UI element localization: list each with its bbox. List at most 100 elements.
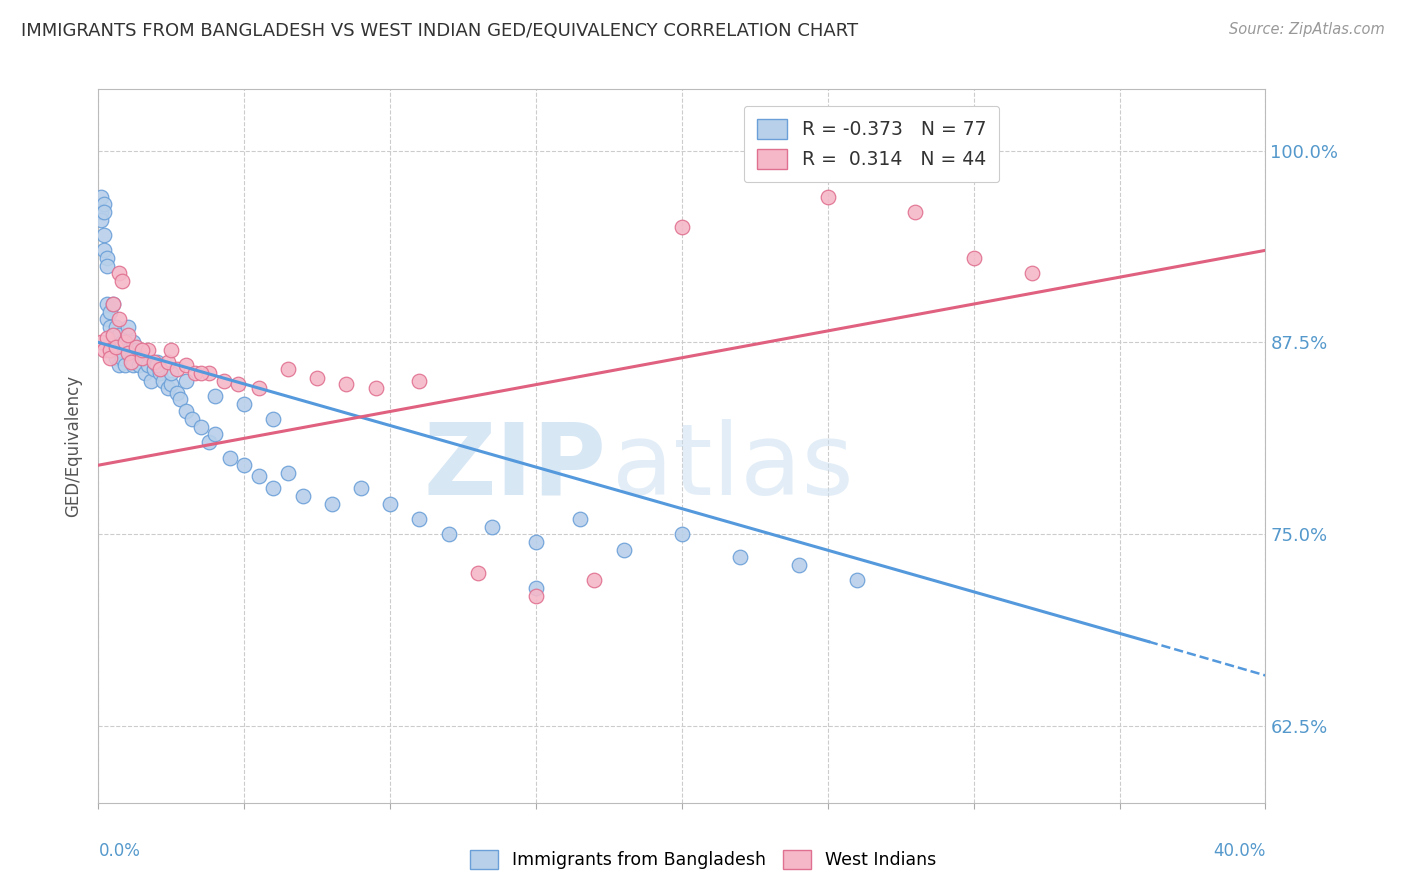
Point [204,427,226,442]
Point [149,366,172,380]
Point [962,251,984,265]
Point [817,189,839,203]
Point [117,343,139,357]
Point [437,527,460,541]
Text: atlas: atlas [612,419,853,516]
Point [96,331,118,345]
Point [787,558,810,572]
Point [228,376,250,391]
Point [125,340,148,354]
Point [134,366,156,380]
Point [125,343,148,357]
Point [408,374,430,388]
Point [108,327,131,342]
Text: IMMIGRANTS FROM BANGLADESH VS WEST INDIAN GED/EQUIVALENCY CORRELATION CHART: IMMIGRANTS FROM BANGLADESH VS WEST INDIA… [21,22,858,40]
Point [467,566,489,580]
Point [93,197,115,211]
Point [101,297,124,311]
Point [671,220,693,235]
Point [180,412,202,426]
Point [190,419,212,434]
Point [350,481,373,495]
Point [142,355,165,369]
Point [114,359,136,373]
Point [136,343,159,357]
Point [120,351,142,365]
Point [104,335,127,350]
Point [218,450,240,465]
Text: Source: ZipAtlas.com: Source: ZipAtlas.com [1229,22,1385,37]
Point [157,381,180,395]
Point [904,205,927,219]
Point [90,212,112,227]
Point [291,489,314,503]
Point [174,359,197,373]
Point [152,374,174,388]
Y-axis label: GED/Equivalency: GED/Equivalency [65,375,83,517]
Point [117,346,139,360]
Point [166,386,188,401]
Point [120,355,142,369]
Point [98,320,121,334]
Point [111,274,134,288]
Point [183,366,205,380]
Point [131,343,153,357]
Point [108,312,131,326]
Point [262,412,284,426]
Point [111,351,134,365]
Point [136,359,159,373]
Text: 40.0%: 40.0% [1213,842,1265,860]
Point [612,542,634,557]
Point [160,376,183,391]
Point [93,343,115,357]
Point [1021,266,1043,280]
Point [160,343,183,357]
Point [146,355,169,369]
Point [101,343,124,357]
Point [128,359,150,373]
Point [157,355,180,369]
Point [139,374,162,388]
Point [364,381,387,395]
Point [481,519,503,533]
Point [122,335,145,350]
Point [98,335,121,350]
Point [90,205,112,219]
Text: 0.0%: 0.0% [98,842,141,860]
Point [108,359,131,373]
Point [93,205,115,219]
Point [122,359,145,373]
Point [117,327,139,342]
Point [160,366,183,380]
Point [671,527,693,541]
Point [93,244,115,258]
Point [146,359,169,373]
Point [96,312,118,326]
Point [96,259,118,273]
Point [846,574,869,588]
Point [131,351,153,365]
Point [149,361,172,376]
Point [93,227,115,242]
Point [198,366,221,380]
Point [174,404,197,418]
Point [101,327,124,342]
Point [583,574,606,588]
Point [131,351,153,365]
Point [96,251,118,265]
Point [108,343,131,357]
Point [380,497,402,511]
Point [114,335,136,350]
Point [98,351,121,365]
Point [307,370,329,384]
Point [408,512,430,526]
Point [104,340,127,354]
Point [111,335,134,350]
Point [212,374,235,388]
Point [98,304,121,318]
Point [198,435,221,450]
Point [101,327,124,342]
Point [204,389,226,403]
Point [90,335,112,350]
Point [96,297,118,311]
